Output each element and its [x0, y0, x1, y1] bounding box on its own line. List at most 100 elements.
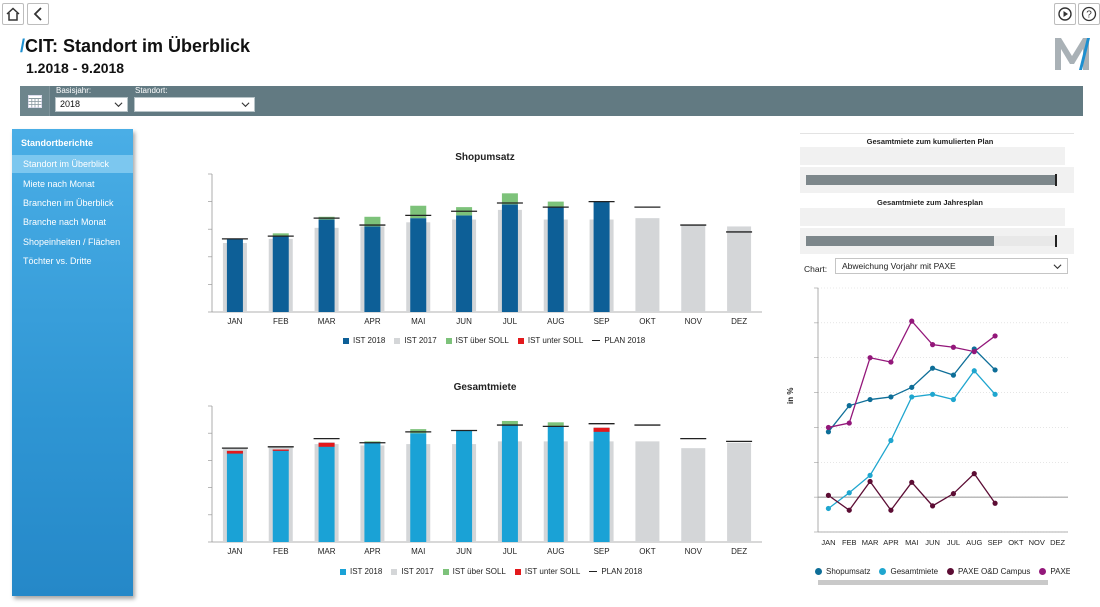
- legend-plan: PLAN 2018: [604, 336, 646, 345]
- standort-select[interactable]: [134, 97, 255, 112]
- x-tick-label: SEP: [594, 317, 610, 326]
- series-point: [846, 403, 852, 409]
- filter-bar: Basisjahr: 2018 Standort:: [20, 86, 1083, 116]
- chart-select-value: Abweichung Vorjahr mit PAXE: [842, 261, 956, 271]
- sidebar-item-miete-nach-monat[interactable]: Miete nach Monat: [23, 179, 95, 189]
- bar-ist2018: [364, 442, 381, 542]
- line-legend-box: Shopumsatz Gesamtmiete PAXE O&D Campus P…: [800, 566, 1070, 580]
- series-point: [888, 394, 894, 400]
- kpi-strip: [800, 208, 1065, 226]
- series-point: [929, 365, 936, 371]
- bar-ist2017: [635, 441, 660, 542]
- chevron-down-icon: [241, 102, 250, 108]
- legend-unter-soll: IST unter SOLL: [524, 567, 581, 576]
- chart-select[interactable]: Abweichung Vorjahr mit PAXE: [835, 258, 1068, 274]
- legend-scrollbar[interactable]: [818, 580, 1048, 585]
- series-point: [888, 507, 894, 513]
- x-tick-label: DEZ: [731, 547, 747, 556]
- sidebar-item-toechter-vs-dritte[interactable]: Töchter vs. Dritte: [23, 256, 92, 266]
- series-point: [929, 342, 936, 348]
- series-line: [828, 369, 996, 509]
- x-tick-label: APR: [883, 538, 899, 547]
- bar-ist2017: [727, 442, 752, 542]
- series-point: [950, 372, 957, 378]
- series-point: [825, 429, 832, 435]
- kpi-track-jahresplan: [806, 235, 1057, 247]
- replay-icon: [1058, 7, 1072, 21]
- basisjahr-value: 2018: [60, 99, 81, 109]
- x-tick-label: APR: [364, 317, 381, 326]
- sidebar-item-shopeinheiten-flaechen[interactable]: Shopeinheiten / Flächen: [23, 237, 121, 247]
- legend-gesamtmiete: Gesamtmiete: [890, 567, 939, 576]
- series-point: [867, 355, 873, 361]
- series-point: [971, 471, 977, 477]
- home-button[interactable]: [2, 3, 24, 25]
- x-tick-label: DEZ: [731, 317, 747, 326]
- abweichung-line-chart: JAN FEB MAR APR MAI JUN JUL AUG SEP OKT NOV DEZ: [814, 287, 1068, 547]
- legend-paxe-eins: PAXE Eins: [1050, 567, 1070, 576]
- shopumsatz-legend: IST 2018 IST 2017 IST über SOLL IST unte…: [343, 336, 654, 345]
- svg-text:?: ?: [1086, 10, 1092, 21]
- basisjahr-select[interactable]: 2018: [55, 97, 128, 112]
- series-point: [929, 391, 936, 397]
- kpi-progress-jahresplan: [806, 236, 994, 246]
- x-tick-label: AUG: [966, 538, 982, 547]
- page-subtitle: 1.2018 - 9.2018: [26, 60, 125, 76]
- bar-ist2017: [727, 226, 752, 312]
- sidebar-item-branchen-im-ueberblick[interactable]: Branchen im Überblick: [23, 198, 114, 208]
- bar-unter-soll: [272, 449, 289, 451]
- title-text: CIT: Standort im Überblick: [25, 36, 251, 56]
- line-chart-legend: Shopumsatz Gesamtmiete PAXE O&D Campus P…: [815, 567, 1070, 576]
- bar-ist2018: [318, 219, 335, 312]
- series-point: [888, 359, 894, 365]
- x-tick-label: JUL: [503, 547, 518, 556]
- series-point: [992, 333, 998, 339]
- legend-ist2017: IST 2017: [401, 567, 434, 576]
- kpi-track-kumuliert: [806, 174, 1057, 186]
- chevron-down-icon: [114, 102, 123, 108]
- help-button[interactable]: ?: [1078, 3, 1100, 25]
- replay-button[interactable]: [1054, 3, 1076, 25]
- x-tick-label: DEZ: [1050, 538, 1065, 547]
- chart-select-label: Chart:: [804, 264, 828, 274]
- x-tick-label: JUN: [925, 538, 940, 547]
- series-point: [867, 396, 873, 403]
- x-tick-label: SEP: [988, 538, 1003, 547]
- sidebar-item-branche-nach-monat[interactable]: Branche nach Monat: [23, 217, 107, 227]
- bar-ist2018: [364, 226, 381, 312]
- x-tick-label: JUL: [947, 538, 960, 547]
- bar-ist2018: [547, 207, 564, 312]
- standort-label: Standort:: [135, 86, 168, 95]
- series-point: [992, 500, 998, 506]
- x-tick-label: JUL: [503, 317, 518, 326]
- x-tick-label: JUN: [456, 317, 472, 326]
- calendar-button[interactable]: [20, 86, 50, 116]
- back-button[interactable]: [27, 3, 49, 25]
- bar-ueber-soll: [547, 422, 564, 427]
- x-tick-label: FEB: [273, 317, 289, 326]
- bar-ist2017: [681, 448, 706, 542]
- x-tick-label: NOV: [1029, 538, 1045, 547]
- bar-ueber-soll: [364, 216, 381, 227]
- bar-ueber-soll: [547, 201, 564, 208]
- legend-plan: PLAN 2018: [601, 567, 643, 576]
- bar-ist2018: [318, 442, 335, 542]
- series-point: [950, 396, 957, 403]
- bar-ist2018: [226, 450, 243, 542]
- bar-ueber-soll: [410, 205, 427, 219]
- x-tick-label: AUG: [547, 547, 564, 556]
- calendar-icon: [27, 95, 42, 108]
- series-line: [828, 319, 996, 429]
- series-point: [825, 492, 832, 498]
- page-title: /CIT: Standort im Überblick: [20, 36, 250, 57]
- bar-ueber-soll: [272, 233, 289, 237]
- sidebar-item-standort-im-ueberblick[interactable]: Standort im Überblick: [12, 155, 133, 173]
- x-tick-label: MAI: [411, 317, 425, 326]
- bar-ist2017: [635, 218, 660, 312]
- bar-ist2017: [681, 225, 706, 312]
- bar-ueber-soll: [501, 193, 518, 205]
- kpi-title-kumuliert: Gesamtmiete zum kumulierten Plan: [866, 137, 994, 146]
- title-slash: /: [20, 36, 26, 56]
- chart-title-shopumsatz: Shopumsatz: [455, 152, 515, 163]
- bar-ist2018: [547, 426, 564, 542]
